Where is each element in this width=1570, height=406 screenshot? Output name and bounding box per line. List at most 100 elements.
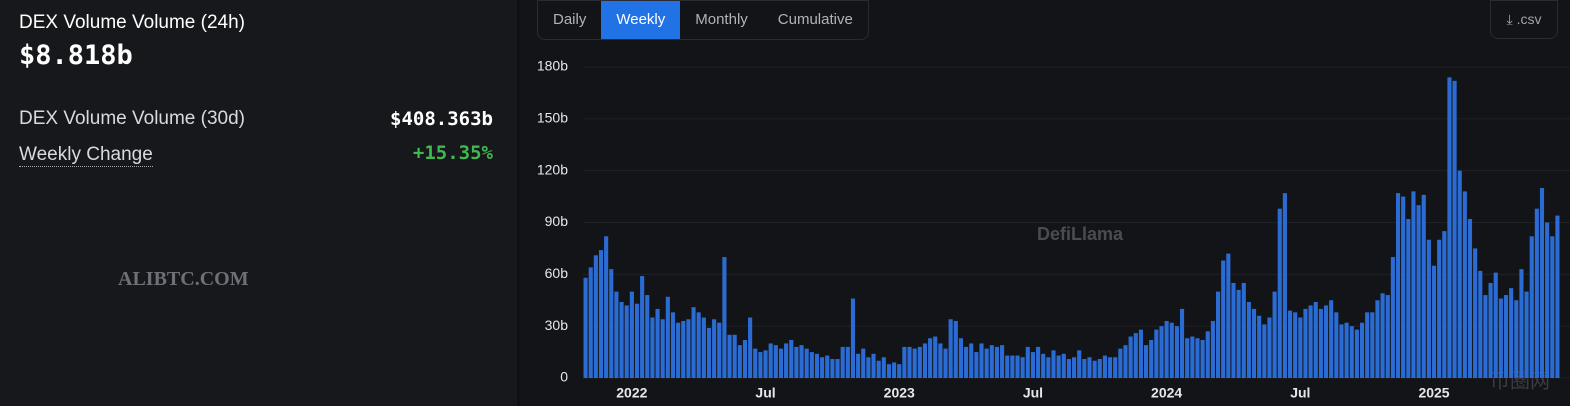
bar xyxy=(748,317,753,378)
bar xyxy=(717,322,722,378)
bar xyxy=(1046,357,1051,378)
bar xyxy=(1349,326,1354,378)
x-tick-label: 2025 xyxy=(1418,385,1449,401)
row-value: $408.363b xyxy=(390,108,493,130)
bar xyxy=(676,322,681,378)
bar xyxy=(1498,298,1503,378)
bar xyxy=(784,343,789,378)
bar xyxy=(1246,301,1251,378)
bar xyxy=(778,348,784,378)
bar xyxy=(1426,239,1431,378)
y-tick-label: 30b xyxy=(545,317,569,333)
x-tick-label: 2023 xyxy=(884,385,915,401)
bar xyxy=(706,327,712,378)
bar xyxy=(953,320,958,378)
bar xyxy=(1210,320,1215,378)
bar xyxy=(1334,312,1339,378)
bar xyxy=(1447,77,1452,378)
tab[interactable]: Weekly xyxy=(601,1,681,39)
bar xyxy=(670,312,676,378)
bar xyxy=(1005,355,1010,378)
bar xyxy=(1251,308,1257,378)
bar xyxy=(1118,348,1123,378)
bar xyxy=(691,307,696,378)
bar xyxy=(609,269,614,378)
bar xyxy=(1077,350,1082,378)
bar xyxy=(1550,236,1555,378)
bar xyxy=(598,250,604,378)
bar xyxy=(840,346,845,378)
x-tick-label: Jul xyxy=(1290,385,1310,401)
bar xyxy=(696,312,701,378)
bar xyxy=(897,364,902,378)
bar xyxy=(1169,322,1174,378)
stats-panel: DEX Volume Volume (24h) $8.818b DEX Volu… xyxy=(0,0,520,406)
bar xyxy=(1303,308,1308,378)
bar xyxy=(1221,260,1226,378)
bar xyxy=(1025,346,1030,378)
chart-watermark: DefiLlama xyxy=(1037,224,1124,244)
bar xyxy=(1179,308,1185,378)
bar xyxy=(1108,357,1113,378)
bar xyxy=(969,343,974,378)
bar xyxy=(1478,270,1483,378)
tab[interactable]: Cumulative xyxy=(777,11,853,28)
bar xyxy=(1473,248,1478,378)
bar xyxy=(1020,357,1025,378)
x-tick-label: Jul xyxy=(1023,385,1043,401)
bar xyxy=(1097,358,1102,378)
csv-button[interactable]: ⤓ .csv xyxy=(1490,0,1558,39)
bar xyxy=(1442,231,1447,378)
bar xyxy=(1313,301,1318,378)
bar xyxy=(1190,336,1195,378)
bar xyxy=(871,353,876,378)
bar xyxy=(1529,236,1534,378)
bar xyxy=(1113,357,1118,378)
bar xyxy=(1061,353,1066,378)
tab[interactable]: Daily xyxy=(553,11,587,28)
bar xyxy=(1226,253,1231,378)
bar xyxy=(933,336,938,378)
bar xyxy=(1072,357,1077,378)
bar xyxy=(922,343,928,378)
stat-title: DEX Volume Volume (24h) xyxy=(19,12,246,33)
bar xyxy=(1375,300,1380,378)
bar xyxy=(1164,320,1169,378)
bar xyxy=(1257,315,1262,378)
bar xyxy=(1421,194,1426,378)
bar xyxy=(845,346,850,378)
bar xyxy=(1452,80,1457,379)
bar xyxy=(1406,219,1411,378)
bar xyxy=(856,353,861,378)
row-value: +15.35% xyxy=(412,142,493,164)
bar xyxy=(1277,208,1282,378)
bar xyxy=(1051,350,1056,378)
bar xyxy=(1267,317,1272,378)
bar xyxy=(1318,308,1323,378)
bar xyxy=(1344,322,1349,378)
row-label: DEX Volume Volume (30d) xyxy=(19,108,246,129)
bar xyxy=(1416,205,1421,378)
bar xyxy=(660,319,665,378)
bar xyxy=(809,352,814,378)
bar xyxy=(737,345,742,378)
bar xyxy=(861,348,866,378)
bar xyxy=(1524,291,1529,378)
bar xyxy=(912,348,917,378)
bar xyxy=(1236,289,1241,378)
bar xyxy=(958,338,964,378)
bar xyxy=(1395,193,1401,378)
bar xyxy=(1467,219,1473,378)
bar xyxy=(1262,324,1267,378)
bar xyxy=(1056,355,1061,378)
bar xyxy=(1380,293,1385,378)
bar xyxy=(1359,322,1365,378)
tab[interactable]: Monthly xyxy=(695,11,748,28)
bar xyxy=(588,267,593,378)
bar xyxy=(1128,336,1133,378)
bar xyxy=(773,345,778,378)
bar xyxy=(1138,329,1143,378)
bar xyxy=(619,301,624,378)
row-label: Weekly Change xyxy=(19,144,153,167)
